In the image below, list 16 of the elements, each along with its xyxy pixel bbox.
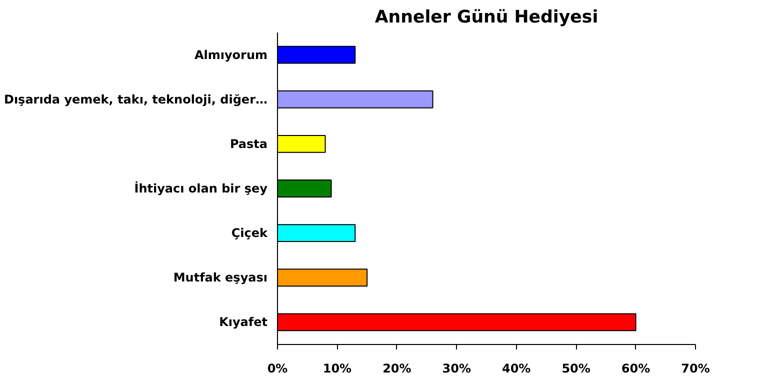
x-tick-label: 70% (681, 362, 710, 376)
y-tick-label: Pasta (230, 136, 268, 151)
x-tick-label: 50% (562, 362, 590, 376)
x-tick-label: 20% (382, 362, 412, 376)
y-tick-label: Almıyorum (194, 48, 268, 62)
chart-title: Anneler Günü Hediyesi (374, 8, 598, 28)
x-tick-label: 0% (267, 362, 288, 376)
y-tick-label: Dışarıda yemek, takı, teknoloji, diğer… (4, 92, 268, 106)
y-tick-label: Mutfak eşyası (173, 270, 268, 285)
x-tick-label: 40% (502, 362, 531, 376)
x-tick-label: 10% (322, 362, 352, 376)
y-tick-label: Kıyafet (219, 315, 268, 330)
y-tick-label: Çiçek (231, 226, 269, 240)
y-tick-label: İhtiyacı olan bir şey (134, 180, 268, 196)
x-tick-label: 30% (442, 362, 472, 376)
x-tick-label: 60% (621, 362, 650, 376)
